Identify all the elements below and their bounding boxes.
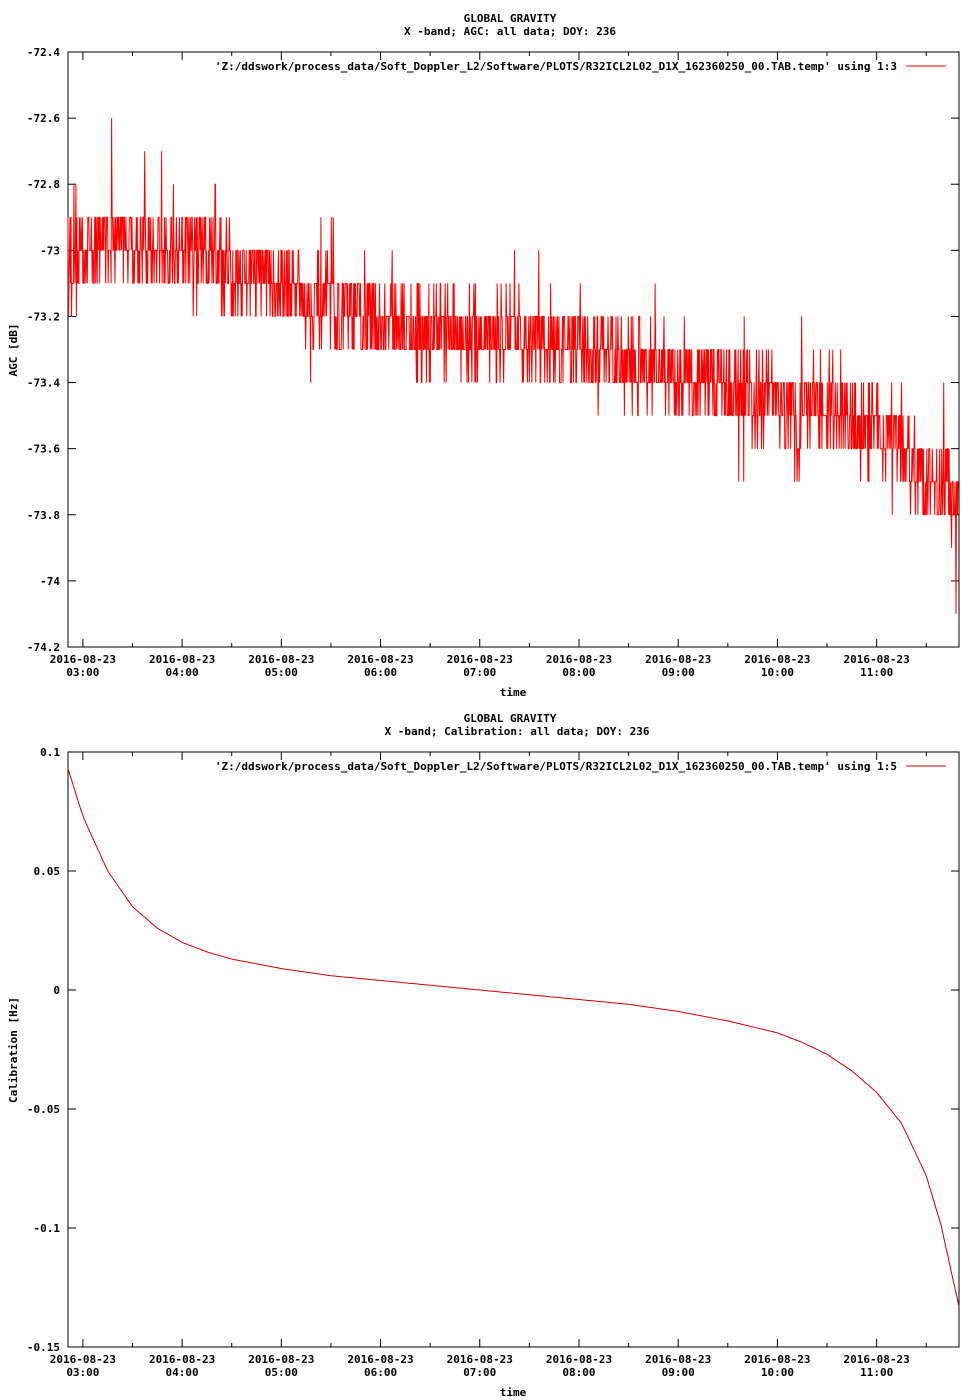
agc-y-tick-label: -72.6 — [27, 112, 60, 125]
agc-x-tick-time: 08:00 — [562, 666, 595, 679]
agc-x-tick-time: 03:00 — [66, 666, 99, 679]
calibration-x-tick-date: 2016-08-23 — [844, 1353, 910, 1366]
calibration-x-tick-date: 2016-08-23 — [347, 1353, 413, 1366]
agc-plot-frame — [67, 51, 960, 648]
calibration-y-tick-label: 0 — [53, 984, 60, 997]
agc-y-tick-label: -72.8 — [27, 178, 60, 191]
agc-y-tick-label: -73.6 — [27, 443, 60, 456]
calibration-y-tick-label: 0.05 — [34, 865, 61, 878]
agc-chart-subtitle: X -band; AGC: all data; DOY: 236 — [404, 25, 616, 38]
calibration-series — [67, 768, 960, 1307]
calibration-y-axis-label: Calibration [Hz] — [7, 997, 20, 1103]
agc-x-tick-date: 2016-08-23 — [347, 653, 413, 666]
agc-x-tick-time: 11:00 — [860, 666, 893, 679]
agc-y-tick-label: -73.4 — [27, 377, 60, 390]
calibration-x-tick-time: 07:00 — [463, 1366, 496, 1379]
calibration-chart-subtitle: X -band; Calibration: all data; DOY: 236 — [385, 725, 650, 738]
calibration-x-tick-time: 06:00 — [364, 1366, 397, 1379]
agc-y-tick-label: -73.8 — [27, 509, 60, 522]
calibration-x-tick-date: 2016-08-23 — [744, 1353, 810, 1366]
agc-series-line — [67, 118, 959, 614]
agc-legend-label: 'Z:/ddswork/process_data/Soft_Doppler_L2… — [215, 60, 897, 73]
calibration-x-tick-time: 11:00 — [860, 1366, 893, 1379]
agc-x-tick-time: 07:00 — [463, 666, 496, 679]
calibration-y-ticks: 0.1 0.05 0 -0.05 -0.1 -0.15 — [27, 746, 959, 1354]
agc-x-tick-date: 2016-08-23 — [744, 653, 810, 666]
agc-x-tick-time: 06:00 — [364, 666, 397, 679]
calibration-chart-title: GLOBAL GRAVITY — [464, 712, 557, 725]
calibration-x-tick-time: 10:00 — [761, 1366, 794, 1379]
agc-x-tick-date: 2016-08-23 — [844, 653, 910, 666]
agc-x-tick-date: 2016-08-23 — [248, 653, 314, 666]
agc-chart-title: GLOBAL GRAVITY — [464, 12, 557, 25]
calibration-y-tick-label: -0.1 — [34, 1222, 61, 1235]
calibration-chart: GLOBAL GRAVITY X -band; Calibration: all… — [7, 712, 960, 1399]
agc-x-tick-time: 10:00 — [761, 666, 794, 679]
agc-y-tick-label: -73 — [40, 244, 60, 257]
calibration-y-tick-label: 0.1 — [40, 746, 60, 759]
calibration-x-tick-date: 2016-08-23 — [149, 1353, 215, 1366]
calibration-x-tick-date: 2016-08-23 — [645, 1353, 711, 1366]
agc-x-tick-time: 05:00 — [265, 666, 298, 679]
agc-x-tick-date: 2016-08-23 — [546, 653, 612, 666]
calibration-x-tick-time: 05:00 — [265, 1366, 298, 1379]
calibration-x-ticks: 2016-08-2303:002016-08-2304:002016-08-23… — [50, 752, 927, 1379]
agc-x-tick-date: 2016-08-23 — [447, 653, 513, 666]
calibration-y-tick-label: -0.05 — [27, 1103, 60, 1116]
agc-y-axis-label: AGC [dB] — [7, 324, 20, 377]
calibration-x-tick-date: 2016-08-23 — [50, 1353, 116, 1366]
agc-x-tick-time: 04:00 — [166, 666, 199, 679]
calibration-y-tick-label: -0.15 — [27, 1341, 60, 1354]
calibration-x-tick-time: 09:00 — [662, 1366, 695, 1379]
agc-y-tick-label: -74 — [40, 575, 60, 588]
calibration-x-tick-time: 08:00 — [562, 1366, 595, 1379]
calibration-series-line — [67, 768, 960, 1307]
calibration-x-tick-time: 04:00 — [166, 1366, 199, 1379]
agc-y-ticks: -72.4 -72.6 -72.8 -73 -73.2 -73.4 -73.6 -73.8 -7… — [27, 46, 959, 654]
calibration-legend-label: 'Z:/ddswork/process_data/Soft_Doppler_L2… — [215, 760, 897, 773]
agc-chart: GLOBAL GRAVITY X -band; AGC: all data; D… — [7, 12, 960, 699]
agc-y-tick-label: -72.4 — [27, 46, 60, 59]
agc-x-axis-label: time — [500, 686, 527, 699]
calibration-x-axis-label: time — [500, 1386, 527, 1399]
calibration-plot-frame — [67, 751, 960, 1348]
agc-x-tick-date: 2016-08-23 — [149, 653, 215, 666]
calibration-x-tick-date: 2016-08-23 — [546, 1353, 612, 1366]
agc-x-tick-date: 2016-08-23 — [50, 653, 116, 666]
agc-x-tick-date: 2016-08-23 — [645, 653, 711, 666]
agc-y-tick-label: -74.2 — [27, 641, 60, 654]
calibration-x-tick-date: 2016-08-23 — [447, 1353, 513, 1366]
calibration-x-tick-date: 2016-08-23 — [248, 1353, 314, 1366]
agc-series — [67, 118, 959, 614]
agc-x-ticks: 2016-08-2303:002016-08-2304:002016-08-23… — [50, 52, 927, 679]
agc-y-tick-label: -73.2 — [27, 310, 60, 323]
agc-x-tick-time: 09:00 — [662, 666, 695, 679]
calibration-x-tick-time: 03:00 — [66, 1366, 99, 1379]
